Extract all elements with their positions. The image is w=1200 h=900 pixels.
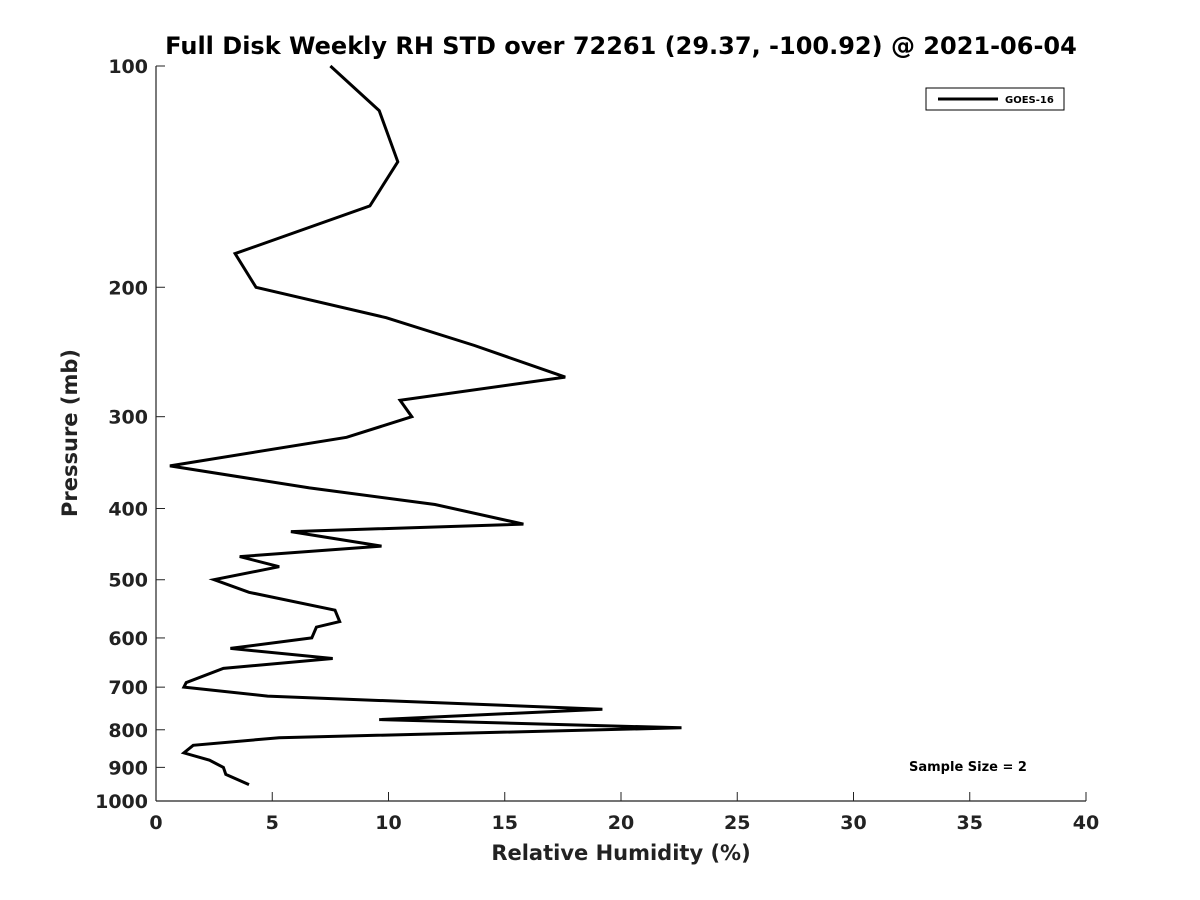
legend: GOES-16 (925, 87, 1065, 111)
sample-size-annotation: Sample Size = 2 (909, 760, 1027, 775)
y-tick-label: 800 (108, 720, 148, 742)
y-tick-label: 900 (108, 757, 148, 779)
x-tick-label: 10 (375, 812, 401, 834)
x-tick-label: 20 (608, 812, 634, 834)
x-tick-label: 15 (492, 812, 518, 834)
x-tick-label: 40 (1073, 812, 1099, 834)
x-tick-label: 30 (840, 812, 866, 834)
y-tick-label: 500 (108, 570, 148, 592)
y-tick-label: 700 (108, 677, 148, 699)
x-tick-label: 25 (724, 812, 750, 834)
legend-label-goes-16: GOES-16 (1005, 95, 1054, 106)
x-axis-label: Relative Humidity (%) (491, 841, 750, 865)
y-tick-label: 200 (108, 277, 148, 299)
x-tick-label: 0 (149, 812, 162, 834)
series-line-goes-16 (169, 64, 682, 786)
chart-title: Full Disk Weekly RH STD over 72261 (29.3… (165, 32, 1077, 60)
y-tick-label: 600 (108, 628, 148, 650)
y-tick-label: 400 (108, 499, 148, 521)
y-tick-label: 300 (108, 407, 148, 429)
y-tick-label: 100 (108, 56, 148, 78)
x-tick-label: 35 (957, 812, 983, 834)
x-ticks: 0 5 10 15 20 25 30 35 40 (149, 792, 1099, 834)
y-ticks: 100 200 300 400 500 600 700 800 900 1000 (95, 56, 165, 813)
x-tick-label: 5 (266, 812, 279, 834)
series-layer (169, 64, 682, 786)
axes (155, 66, 1086, 802)
y-axis-label: Pressure (mb) (58, 349, 82, 517)
y-tick-label: 1000 (95, 791, 148, 813)
